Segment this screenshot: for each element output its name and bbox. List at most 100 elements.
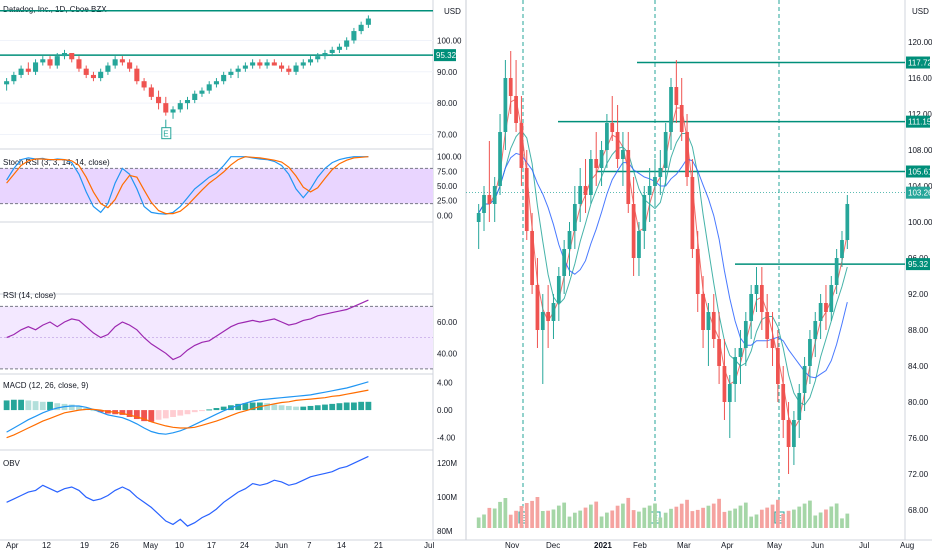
candle-body (141, 81, 147, 88)
volume-bar (589, 504, 593, 528)
right-price-tick-label: 76.00 (908, 434, 929, 443)
macd-histogram-bar (184, 410, 191, 415)
moving-average-line (478, 98, 848, 431)
candle-body (344, 40, 350, 47)
candle-body (18, 68, 24, 75)
macd-histogram-bar (126, 410, 133, 417)
volume-bar (642, 507, 647, 528)
candle-body (615, 132, 620, 159)
volume-bar (610, 510, 615, 528)
candle-body (90, 74, 96, 79)
candle-body (498, 132, 502, 186)
candle-body (40, 59, 46, 63)
obv-tick-label: 120M (437, 459, 457, 468)
candle-body (47, 59, 53, 66)
stoch-band-fill (0, 168, 433, 204)
macd-histogram-bar (119, 410, 126, 415)
right-price-tick-label: 100.00 (908, 218, 932, 227)
right-time-tick-label: May (767, 541, 782, 550)
volume-bar (540, 511, 545, 528)
volume-bar (631, 510, 636, 528)
candle-body (840, 240, 844, 258)
candle-body (112, 59, 118, 66)
volume-bar (669, 508, 673, 528)
volume-bar (621, 503, 625, 528)
candle-body (690, 177, 695, 249)
volume-bar (845, 513, 850, 528)
candle-body (770, 339, 775, 348)
macd-histogram-bar (285, 405, 292, 411)
candle-body (4, 81, 10, 85)
volume-bar (701, 507, 705, 528)
candle-body (228, 71, 234, 75)
macd-histogram-bar (97, 410, 104, 413)
volume-bar (711, 503, 716, 528)
candle-body (98, 71, 104, 79)
right-price-tick-label: 112.00 (908, 110, 932, 119)
right-price-tick-label: 88.00 (908, 326, 929, 335)
candle-body (562, 249, 567, 276)
candle-body (834, 258, 839, 285)
volume-bar (765, 507, 770, 528)
volume-bar (637, 511, 641, 528)
rsi-tick-label: 40.00 (437, 349, 458, 358)
volume-bar (508, 514, 513, 528)
volume-bar (572, 512, 577, 528)
level-price-label: 105.61 (908, 168, 932, 177)
macd-histogram-bar (271, 404, 278, 411)
candle-body (11, 74, 17, 82)
candle-body (754, 285, 759, 294)
candle-body (653, 177, 657, 186)
macd-histogram-bar (18, 399, 24, 411)
stoch-tick-label: 75.00 (437, 167, 458, 176)
candle-body (717, 339, 721, 366)
candle-body (813, 321, 818, 339)
macd-histogram-bar (177, 410, 184, 416)
price-tick-label: 90.00 (437, 68, 458, 77)
volume-bar (781, 513, 786, 528)
left-time-tick-label: Apr (6, 541, 19, 550)
candle-body (738, 348, 743, 357)
left-currency-label[interactable]: USD (444, 7, 461, 16)
candle-body (594, 159, 599, 168)
candle-body (711, 312, 716, 339)
candle-body (33, 62, 39, 72)
level-price-label: 95.32 (436, 51, 457, 60)
candle-body (765, 312, 770, 339)
candle-body (492, 186, 497, 204)
left-time-tick-label: 12 (42, 541, 51, 550)
volume-bar (663, 512, 668, 528)
macd-histogram-bar (148, 410, 155, 422)
right-currency-label[interactable]: USD (912, 7, 929, 16)
candle-body (749, 294, 754, 321)
moving-average-line (478, 152, 848, 379)
obv-line (6, 455, 369, 527)
obv-title: OBV (3, 459, 21, 468)
volume-bar (829, 506, 834, 528)
candle-body (845, 204, 850, 240)
rsi-line (6, 299, 369, 361)
volume-bar (567, 516, 572, 528)
candle-body (669, 87, 673, 132)
volume-bar (551, 509, 556, 528)
candle-body (293, 65, 299, 72)
volume-bar (492, 508, 497, 528)
candle-body (519, 123, 524, 168)
volume-bar (487, 507, 492, 528)
candle-body (148, 87, 154, 97)
left-chart-title: Datadog, Inc., 1D, Cboe BZX (3, 5, 107, 14)
macd-histogram-bar (47, 401, 53, 411)
candle-body (797, 393, 802, 420)
level-price-tag (906, 165, 930, 178)
candle-body (540, 312, 545, 330)
macd-histogram-bar (162, 410, 169, 419)
left-time-tick-label: 24 (240, 541, 249, 550)
volume-bar (599, 516, 604, 528)
candle-body (69, 53, 75, 60)
macd-histogram-bar (242, 403, 249, 411)
candle-body (759, 285, 764, 312)
volume-bar (818, 512, 823, 528)
